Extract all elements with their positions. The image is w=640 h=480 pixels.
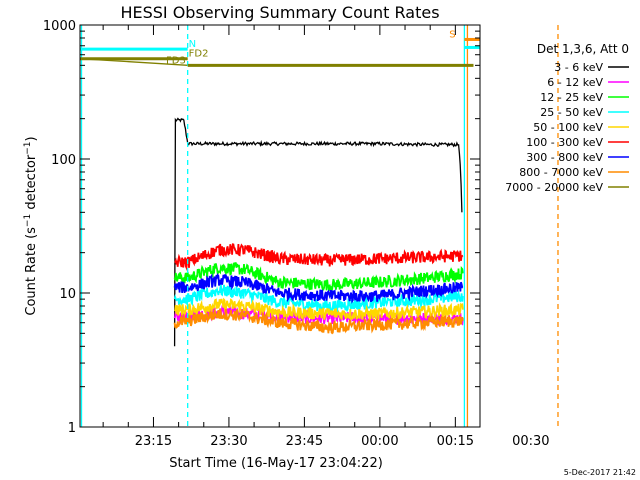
legend-label-2: 6 - 12 keV: [547, 76, 603, 89]
y-axis-label-end: ): [24, 136, 39, 141]
y-axis-label-sup2: −1: [23, 141, 33, 154]
y-axis-label-main: Count Rate (s: [24, 227, 39, 316]
chart-title: HESSI Observing Summary Count Rates: [120, 3, 439, 22]
x-tick-label-4: 00:00: [361, 434, 398, 449]
plot-frame: [79, 24, 481, 428]
series-line-6: [174, 243, 464, 272]
series-line-8: [173, 308, 464, 335]
y-axis-label: Count Rate (s−1 detector−1): [23, 136, 39, 315]
x-tick-label-3: 23:45: [286, 434, 323, 449]
flag-label-3: FD3: [166, 55, 186, 66]
legend-header: Det 1,3,6, Att 0: [537, 42, 629, 56]
x-tick-label-5: 00:15: [437, 434, 474, 449]
legend-label-1: 3 - 6 keV: [554, 61, 603, 74]
flag-label-4: S: [449, 29, 455, 40]
flag-label-2: FD2: [189, 49, 209, 60]
legend-items: 3 - 6 keV 6 - 12 keV 12 - 25 keV 25 - 50 ke…: [505, 61, 629, 194]
footer-timestamp: 5-Dec-2017 21:42: [564, 468, 636, 477]
series-line-7: [173, 272, 464, 304]
legend-label-7: 300 - 800 keV: [526, 151, 603, 164]
legend-label-9: 7000 - 20000 keV: [505, 181, 603, 194]
legend-label-3: 12 - 25 keV: [540, 91, 603, 104]
series-line-4: [173, 284, 464, 315]
legend: Det 1,3,6, Att 0 3 - 6 keV 6 - 12 keV 12 -…: [505, 42, 629, 194]
legend-label-8: 800 - 7000 keV: [519, 166, 603, 179]
x-tick-label-2: 23:30: [210, 434, 247, 449]
y-tick-label-1: 1: [68, 421, 76, 436]
x-tick-label-1: 23:15: [135, 434, 172, 449]
y-axis-label-sup1: −1: [23, 214, 33, 227]
x-axis-label: Start Time (16-May-17 23:04:22): [169, 456, 383, 471]
y-tick-label-4: 1000: [43, 19, 76, 34]
series-line-3: [173, 262, 464, 293]
flag-label-1: N: [189, 39, 196, 50]
y-tick-label-3: 100: [51, 153, 76, 168]
series-line-5: [173, 297, 464, 322]
y-tick-label-2: 10: [59, 287, 76, 302]
series-line-1: [173, 117, 463, 347]
legend-label-6: 100 - 300 keV: [526, 136, 603, 149]
x-tick-label-6: 00:30: [512, 434, 549, 449]
y-axis-label-mid: detector: [24, 154, 39, 214]
legend-label-5: 50 - 100 keV: [533, 121, 603, 134]
legend-label-4: 25 - 50 keV: [540, 106, 603, 119]
axis-ticks: 1 10 100 1000 23:15 23:30 23:45 00:00 00:15 00:30: [43, 19, 550, 449]
